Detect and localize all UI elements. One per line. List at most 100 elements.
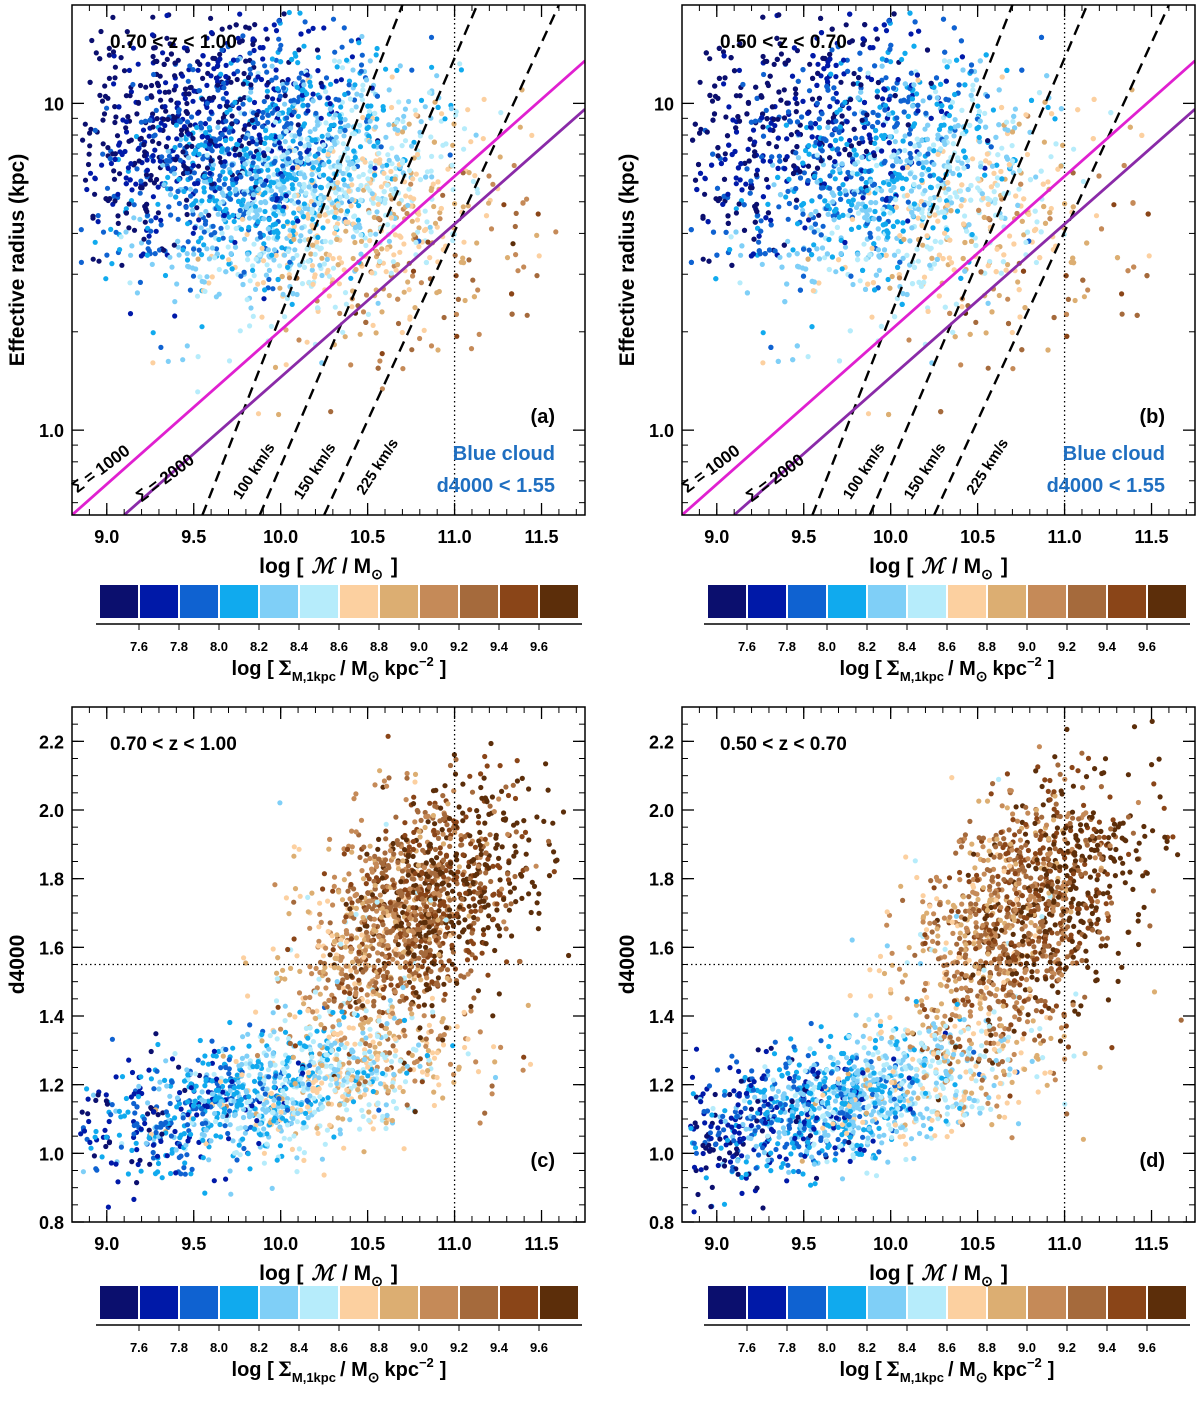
data-point [890, 163, 896, 169]
data-point [201, 242, 207, 248]
data-point [409, 67, 415, 73]
data-point [124, 29, 130, 35]
data-point [286, 172, 292, 178]
data-point [418, 97, 425, 103]
data-point [970, 82, 976, 88]
data-point [250, 41, 256, 48]
data-point [190, 162, 196, 169]
data-point [162, 104, 168, 110]
data-point [991, 170, 997, 176]
data-point [316, 200, 322, 206]
blue-cloud-label: Blue cloud [453, 443, 555, 465]
data-point [320, 225, 326, 231]
data-point [129, 187, 135, 193]
data-point [175, 238, 181, 244]
colorbar-swatch [500, 585, 538, 618]
data-point [747, 190, 753, 196]
data-point [846, 152, 853, 158]
data-point [833, 90, 839, 96]
data-point [160, 162, 166, 168]
data-point [790, 247, 796, 253]
data-point [318, 245, 324, 251]
data-point [215, 124, 221, 130]
data-point [748, 178, 754, 184]
data-point [905, 199, 911, 205]
data-point [178, 136, 184, 143]
data-point [805, 354, 811, 360]
data-point [237, 11, 243, 17]
data-point [250, 313, 256, 319]
data-point [880, 122, 887, 128]
data-point [312, 188, 318, 194]
data-point [92, 127, 98, 133]
data-point [158, 217, 164, 223]
data-point [759, 154, 765, 160]
data-point [806, 143, 812, 149]
data-point [378, 184, 384, 190]
data-point [760, 360, 766, 366]
data-point [204, 246, 210, 252]
data-point [135, 99, 141, 106]
data-point [410, 273, 416, 279]
data-point [882, 87, 888, 93]
data-point [725, 213, 731, 219]
data-point [173, 122, 179, 128]
data-point [281, 11, 287, 17]
data-point [268, 323, 274, 329]
data-point [461, 146, 467, 152]
data-point [800, 67, 806, 73]
data-point [777, 41, 783, 47]
data-point [100, 229, 107, 235]
data-point [954, 57, 960, 63]
data-point [341, 133, 347, 139]
data-point [262, 190, 268, 196]
data-point [1139, 132, 1145, 138]
data-point [871, 241, 877, 247]
data-point [112, 151, 118, 157]
data-point [137, 190, 143, 196]
data-point [278, 59, 284, 65]
data-point [128, 161, 134, 167]
data-point [1048, 205, 1054, 212]
data-point [157, 73, 163, 79]
data-point [190, 98, 196, 104]
data-point [741, 202, 747, 208]
data-point [118, 55, 124, 61]
data-point [335, 262, 341, 268]
data-point [180, 357, 186, 363]
data-point [838, 79, 844, 85]
data-point [337, 310, 343, 316]
data-point [344, 194, 350, 200]
data-point [237, 137, 243, 144]
data-point [144, 157, 150, 163]
data-point [121, 68, 128, 74]
data-point [197, 274, 203, 280]
colorbar-swatch [340, 585, 378, 618]
data-point [359, 52, 365, 58]
data-point [1068, 259, 1074, 265]
data-point [221, 181, 227, 187]
data-point [509, 311, 515, 317]
data-point [776, 204, 782, 210]
data-point [336, 59, 342, 65]
data-point [256, 186, 262, 192]
data-point [979, 191, 985, 197]
data-point [935, 136, 941, 142]
data-point [1055, 166, 1061, 172]
data-point [180, 149, 186, 155]
data-point [95, 219, 101, 225]
data-point [330, 16, 337, 22]
data-point [159, 154, 165, 160]
data-point [263, 272, 269, 278]
data-point [960, 255, 966, 262]
data-point [745, 146, 751, 152]
data-point [227, 169, 233, 176]
data-point [973, 319, 979, 325]
data-point [255, 411, 262, 417]
data-point [122, 148, 128, 155]
data-point [365, 103, 371, 109]
data-point [271, 229, 277, 235]
data-point [925, 308, 931, 314]
cb-title-sun: ⊙ [368, 668, 380, 684]
data-point [386, 122, 392, 128]
